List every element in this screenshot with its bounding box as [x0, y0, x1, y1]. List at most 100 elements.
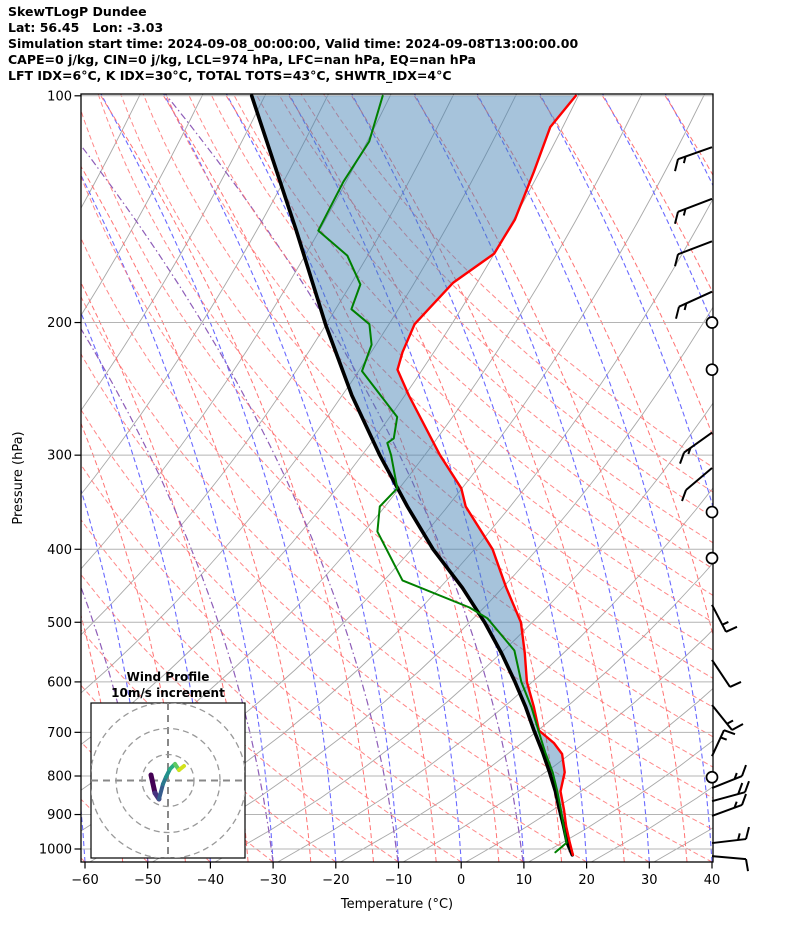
x-tick-label: −40	[197, 873, 224, 888]
moist-adiabat-line	[476, 94, 713, 862]
dry-adiabat-line	[187, 94, 713, 624]
dry-adiabat-line	[165, 94, 713, 651]
latlon-line: Lat: 56.45 Lon: -3.03	[8, 20, 164, 35]
hodograph-trace-segment	[177, 764, 186, 772]
saturation-line	[412, 94, 688, 862]
isotherm-line	[653, 827, 713, 862]
hodograph-subtitle: 10m/s increment	[111, 686, 225, 700]
saturation-line	[727, 94, 794, 862]
isotherm-line	[402, 629, 713, 862]
y-tick-label: 700	[47, 726, 72, 741]
hodograph-trace-segment	[148, 772, 158, 796]
moist-adiabat-line	[163, 94, 400, 862]
simtime-line: Simulation start time: 2024-09-08_00:00:…	[8, 36, 579, 51]
x-tick-label: 40	[704, 873, 721, 888]
x-tick-label: 30	[641, 873, 658, 888]
wind-barb	[711, 704, 744, 731]
dry-adiabat-line	[81, 463, 525, 862]
wind-barb	[674, 197, 713, 225]
saturation-line	[600, 94, 713, 295]
temperature-profile-line	[396, 94, 577, 856]
dry-adiabat-line	[97, 94, 713, 738]
calm-wind-circle	[705, 363, 719, 377]
figure-title: SkewTLogP Dundee	[8, 4, 147, 19]
mixing-ratio-line	[164, 94, 524, 862]
calm-wind-circle	[705, 551, 719, 565]
hodograph-ring	[115, 727, 221, 834]
wind-barb	[711, 729, 736, 757]
isotherm-line	[89, 198, 713, 862]
y-tick-label: 200	[47, 316, 72, 331]
x-axis-label: Temperature (°C)	[340, 897, 453, 912]
moist-adiabat-line	[288, 94, 525, 862]
saturation-line	[224, 94, 500, 862]
isotherm-line	[152, 306, 713, 862]
mixing-ratio-line	[81, 327, 274, 862]
x-tick-label: −60	[71, 873, 98, 888]
y-axis-label: Pressure (hPa)	[11, 431, 26, 524]
shaded-area	[251, 95, 576, 855]
dry-adiabat-line	[81, 175, 713, 799]
y-tick-label: 800	[47, 770, 72, 785]
wind-barb	[675, 290, 713, 319]
wind-barb	[711, 659, 742, 688]
dewpoint-profile-line	[317, 94, 568, 854]
isotherm-line	[81, 94, 455, 636]
dry-adiabat-line	[81, 237, 713, 831]
moist-adiabat-line	[539, 94, 713, 509]
moist-adiabat-line	[351, 94, 588, 862]
wind-barb	[711, 855, 749, 872]
moist-adiabat-line	[728, 94, 794, 862]
isotherm-line	[81, 94, 267, 412]
dry-adiabat-line	[300, 94, 713, 493]
plot-frame	[80, 93, 714, 863]
saturation-line	[287, 94, 563, 862]
y-tick-label: 1000	[39, 843, 72, 858]
y-tick-label: 100	[47, 89, 72, 104]
calm-wind-circle	[705, 316, 719, 329]
isotherm-line	[717, 94, 794, 862]
dry-adiabat-line	[142, 94, 713, 679]
dry-adiabat-line	[278, 94, 713, 518]
y-tick-label: 900	[47, 808, 72, 823]
x-tick-label: −20	[322, 873, 349, 888]
wind-barb	[711, 764, 747, 789]
hodograph-title: Wind Profile	[127, 670, 210, 684]
dry-adiabat-line	[81, 518, 462, 862]
moist-adiabat-line	[414, 94, 650, 862]
dry-adiabat-line	[210, 94, 713, 596]
isotherm-line	[81, 94, 204, 317]
header-block: SkewTLogP Dundee Lat: 56.45 Lon: -3.03 S…	[8, 4, 578, 84]
isotherm-line	[591, 786, 713, 862]
y-tick-label: 300	[47, 449, 72, 464]
hodograph-ring	[141, 753, 195, 808]
wind-barb	[711, 604, 738, 633]
dry-adiabat-line	[81, 108, 713, 768]
isotherm-line	[81, 94, 517, 694]
wind-barb	[674, 240, 713, 267]
y-tick-label: 400	[47, 543, 72, 558]
calm-wind-circle	[705, 505, 719, 519]
wind-barb	[681, 467, 713, 502]
dry-adiabat-line	[81, 352, 650, 862]
saturation-line	[81, 165, 312, 862]
x-tick-label: 20	[578, 873, 595, 888]
y-tick-label: 600	[47, 675, 72, 690]
y-tick-label: 500	[47, 616, 72, 631]
wind-barb	[679, 431, 713, 464]
cape-line: CAPE=0 j/kg, CIN=0 j/kg, LCL=974 hPa, LF…	[8, 52, 476, 67]
dry-adiabat-line	[81, 408, 587, 862]
saturation-line	[475, 94, 713, 638]
moist-adiabat-line	[602, 94, 713, 327]
hodograph-trace-segment	[157, 782, 165, 801]
isotherm-line	[465, 687, 713, 862]
x-tick-label: −10	[385, 873, 412, 888]
dry-adiabat-line	[81, 295, 713, 862]
wind-barb	[711, 780, 750, 803]
hodograph-inset: Wind Profile 10m/s increment	[90, 670, 246, 859]
isotherm-line	[81, 94, 392, 570]
x-tick-label: 0	[457, 873, 465, 888]
